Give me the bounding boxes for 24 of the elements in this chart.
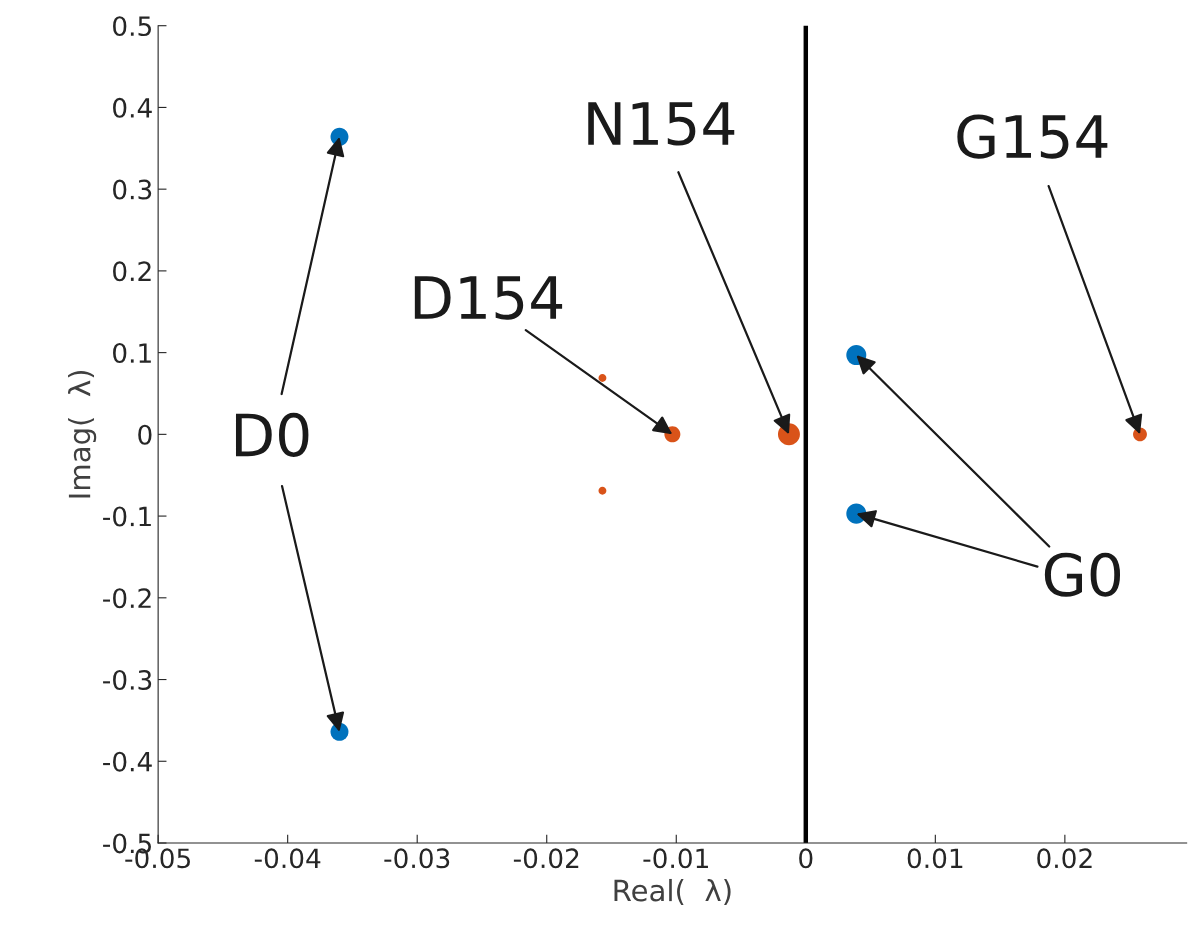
annotation: N154 [588, 102, 735, 146]
x-tick-label: -0.01 [643, 848, 708, 869]
x-tick-label: 0 [799, 848, 813, 869]
y-tick-label: 0.4 [113, 97, 152, 118]
y-tick-label: 0.3 [113, 179, 152, 200]
y-tick-label: 0 [138, 424, 152, 445]
x-axis-title: Real( λ) [614, 878, 731, 905]
y-tick-label: -0.4 [103, 751, 152, 772]
annotation: D154 [414, 276, 563, 320]
y-tick-label: 0.2 [113, 261, 151, 282]
y-tick-label: -0.1 [103, 506, 151, 527]
x-tick-label: 0.01 [907, 848, 963, 869]
annotation: G0 [1044, 552, 1121, 597]
annotation: D0 [235, 412, 309, 457]
x-tick-label: -0.02 [513, 848, 579, 869]
x-tick-label: -0.03 [384, 848, 450, 869]
annotation: G154 [957, 114, 1108, 159]
y-tick-label: 0.5 [113, 16, 151, 37]
y-tick-label: -0.2 [103, 588, 151, 609]
x-tick-label: -0.04 [254, 848, 321, 869]
y-axis-title: Imag( λ) [68, 370, 97, 498]
y-tick-label: 0.1 [113, 343, 151, 364]
x-tick-label: 0.02 [1037, 848, 1092, 869]
y-tick-label: -0.3 [103, 669, 152, 690]
